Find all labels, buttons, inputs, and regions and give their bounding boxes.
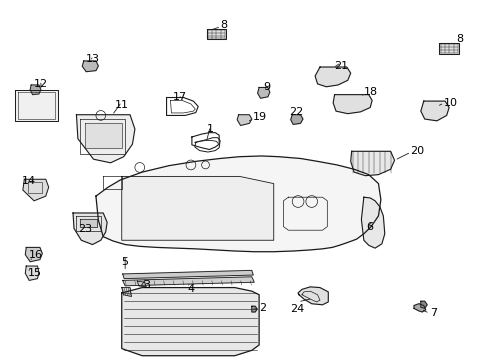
Text: 22: 22	[288, 107, 303, 117]
Polygon shape	[350, 151, 394, 176]
Text: 5: 5	[122, 257, 128, 267]
Text: 21: 21	[333, 61, 347, 71]
Text: 18: 18	[363, 87, 377, 97]
Polygon shape	[298, 287, 327, 305]
Polygon shape	[257, 87, 269, 98]
Text: 17: 17	[173, 92, 187, 102]
Polygon shape	[438, 43, 458, 54]
Polygon shape	[420, 101, 448, 121]
Text: 16: 16	[29, 249, 43, 260]
Polygon shape	[82, 61, 98, 72]
Polygon shape	[122, 277, 254, 286]
Polygon shape	[314, 67, 350, 87]
Polygon shape	[137, 281, 146, 287]
Text: 2: 2	[259, 303, 265, 314]
Text: 15: 15	[28, 268, 41, 278]
Polygon shape	[30, 85, 41, 95]
Text: 23: 23	[78, 224, 92, 234]
Polygon shape	[96, 156, 380, 252]
Text: 14: 14	[22, 176, 36, 186]
Text: 8: 8	[455, 35, 463, 44]
Text: 24: 24	[289, 304, 304, 314]
Polygon shape	[122, 288, 259, 356]
Text: 11: 11	[115, 100, 128, 111]
Polygon shape	[251, 306, 257, 312]
Polygon shape	[73, 213, 107, 244]
Text: 20: 20	[409, 145, 424, 156]
Text: 4: 4	[187, 284, 194, 294]
Text: 12: 12	[34, 79, 48, 89]
Polygon shape	[420, 301, 427, 309]
Polygon shape	[206, 30, 225, 40]
Polygon shape	[122, 176, 273, 240]
Text: 19: 19	[253, 112, 267, 122]
Polygon shape	[84, 123, 122, 148]
Polygon shape	[237, 115, 251, 126]
Polygon shape	[290, 115, 303, 125]
Text: 9: 9	[263, 82, 269, 93]
Text: 7: 7	[429, 309, 436, 318]
Polygon shape	[122, 288, 131, 297]
Polygon shape	[122, 270, 253, 279]
Polygon shape	[25, 247, 42, 262]
Text: 3: 3	[143, 280, 150, 290]
Polygon shape	[25, 266, 39, 280]
Text: 13: 13	[85, 54, 100, 64]
Text: 6: 6	[366, 222, 372, 231]
Text: 10: 10	[443, 98, 457, 108]
Polygon shape	[23, 179, 49, 201]
Polygon shape	[332, 95, 371, 114]
Polygon shape	[361, 197, 384, 248]
Polygon shape	[413, 304, 425, 312]
Polygon shape	[76, 115, 135, 163]
Polygon shape	[80, 220, 97, 226]
Text: 1: 1	[206, 125, 213, 134]
Text: 8: 8	[220, 20, 227, 30]
Polygon shape	[15, 90, 58, 121]
